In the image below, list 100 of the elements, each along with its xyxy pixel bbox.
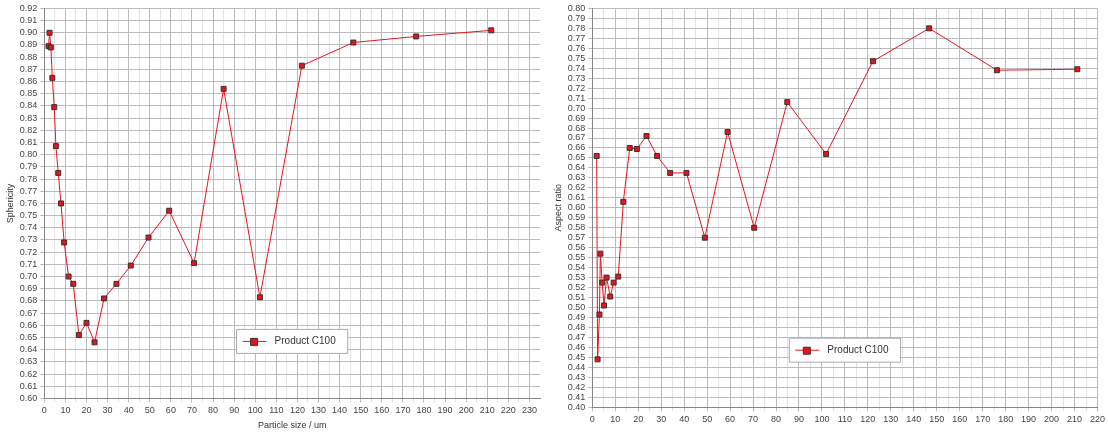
y-axis-title: Aspect ratio — [552, 184, 563, 232]
y-tick-label: 0.52 — [567, 282, 586, 293]
x-tick-label: 20 — [633, 414, 644, 425]
y-tick-label: 0.91 — [19, 15, 38, 26]
x-tick-label: 220 — [500, 405, 516, 416]
legend-label: Product C100 — [827, 343, 889, 355]
y-tick-label: 0.84 — [19, 100, 38, 111]
x-tick-label: 80 — [771, 414, 782, 425]
y-tick-label: 0.65 — [19, 331, 38, 342]
y-tick-label: 0.42 — [567, 381, 586, 392]
y-tick-label: 0.63 — [19, 356, 38, 367]
y-tick-label: 0.78 — [567, 22, 586, 33]
x-tick-label: 0 — [41, 405, 47, 416]
y-axis-title: Sphericity — [4, 183, 15, 224]
y-tick-label: 0.89 — [19, 39, 38, 50]
y-tick-label: 0.76 — [19, 197, 38, 208]
y-tick-label: 0.51 — [567, 292, 586, 303]
y-tick-label: 0.92 — [19, 2, 38, 13]
x-tick-label: 140 — [906, 414, 922, 425]
y-tick-label: 0.69 — [567, 112, 586, 123]
y-tick-label: 0.60 — [567, 202, 586, 213]
y-tick-label: 0.79 — [19, 161, 38, 172]
y-tick-label: 0.56 — [567, 242, 586, 253]
x-tick-label: 60 — [165, 405, 176, 416]
y-tick-label: 0.75 — [567, 52, 586, 63]
y-tick-label: 0.43 — [567, 371, 586, 382]
y-tick-label: 0.66 — [567, 142, 586, 153]
x-tick-label: 30 — [656, 414, 667, 425]
y-tick-label: 0.69 — [19, 283, 38, 294]
x-tick-label: 160 — [374, 405, 390, 416]
x-tick-label: 180 — [416, 405, 432, 416]
y-tick-label: 0.68 — [567, 122, 586, 133]
legend-label: Product C100 — [274, 335, 337, 347]
y-tick-label: 0.72 — [19, 246, 38, 257]
x-tick-label: 50 — [144, 405, 155, 416]
x-tick-label: 90 — [229, 405, 240, 416]
y-tick-label: 0.83 — [19, 112, 38, 123]
y-tick-label: 0.59 — [567, 212, 586, 223]
x-tick-label: 220 — [1089, 414, 1106, 425]
y-tick-label: 0.67 — [19, 307, 38, 318]
x-tick-label: 110 — [269, 405, 284, 416]
x-tick-label: 200 — [458, 405, 474, 416]
y-tick-label: 0.74 — [19, 222, 38, 233]
y-tick-label: 0.66 — [19, 319, 38, 330]
x-tick-label: 40 — [123, 405, 134, 416]
y-tick-label: 0.80 — [19, 149, 38, 160]
x-tick-label: 50 — [702, 414, 713, 425]
y-tick-label: 0.63 — [567, 172, 586, 183]
x-tick-label: 40 — [679, 414, 690, 425]
x-tick-label: 120 — [860, 414, 876, 425]
y-tick-label: 0.79 — [567, 12, 586, 23]
y-tick-label: 0.81 — [19, 136, 38, 147]
y-tick-label: 0.71 — [567, 92, 586, 103]
y-tick-label: 0.75 — [19, 210, 38, 221]
y-tick-label: 0.78 — [19, 173, 38, 184]
x-tick-label: 170 — [395, 405, 411, 416]
y-tick-label: 0.74 — [567, 62, 586, 73]
y-tick-label: 0.76 — [567, 42, 586, 53]
y-tick-label: 0.53 — [567, 272, 586, 283]
y-tick-label: 0.47 — [567, 331, 586, 342]
x-tick-label: 130 — [883, 414, 899, 425]
y-tick-label: 0.58 — [567, 222, 586, 233]
x-tick-label: 180 — [998, 414, 1014, 425]
x-tick-label: 30 — [102, 405, 113, 416]
y-tick-label: 0.46 — [567, 341, 586, 352]
y-tick-label: 0.64 — [567, 162, 586, 173]
y-tick-label: 0.87 — [19, 63, 38, 74]
y-tick-label: 0.44 — [567, 361, 586, 372]
y-tick-label: 0.85 — [19, 88, 38, 99]
x-tick-label: 80 — [208, 405, 219, 416]
y-tick-label: 0.41 — [567, 391, 586, 402]
y-tick-label: 0.90 — [19, 27, 38, 38]
y-tick-label: 0.55 — [567, 252, 586, 263]
x-tick-label: 190 — [1021, 414, 1037, 425]
y-tick-label: 0.77 — [567, 32, 586, 43]
y-tick-label: 0.68 — [19, 295, 38, 306]
y-tick-label: 0.88 — [19, 51, 38, 62]
y-tick-label: 0.86 — [19, 76, 38, 87]
x-tick-label: 70 — [748, 414, 759, 425]
x-tick-label: 210 — [1067, 414, 1083, 425]
x-tick-label: 0 — [589, 414, 595, 425]
x-tick-label: 160 — [952, 414, 968, 425]
y-tick-label: 0.50 — [567, 301, 586, 312]
y-tick-label: 0.62 — [567, 182, 586, 193]
y-tick-label: 0.80 — [567, 2, 586, 13]
y-tick-label: 0.57 — [567, 232, 586, 243]
x-tick-label: 230 — [521, 405, 537, 416]
y-tick-label: 0.65 — [567, 152, 586, 163]
x-tick-label: 110 — [837, 414, 853, 425]
x-tick-label: 140 — [332, 405, 348, 416]
y-tick-label: 0.70 — [19, 271, 38, 282]
x-tick-label: 200 — [1044, 414, 1060, 425]
y-tick-label: 0.61 — [19, 380, 38, 391]
x-tick-label: 150 — [929, 414, 945, 425]
y-tick-label: 0.72 — [567, 82, 586, 93]
x-tick-label: 190 — [437, 405, 453, 416]
y-tick-label: 0.82 — [19, 124, 38, 135]
y-tick-label: 0.54 — [567, 262, 586, 273]
y-tick-label: 0.71 — [19, 258, 38, 269]
y-tick-label: 0.45 — [567, 351, 586, 362]
